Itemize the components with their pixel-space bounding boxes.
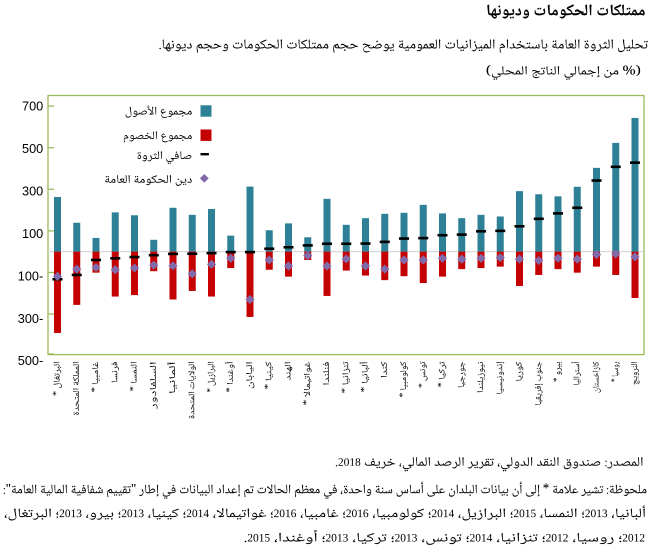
svg-text:100: 100 <box>22 227 43 241</box>
svg-text:500: 500 <box>22 142 43 156</box>
svg-text:100-: 100- <box>18 269 43 283</box>
svg-text:300-: 300- <box>18 312 43 326</box>
svg-text:700: 700 <box>22 99 43 113</box>
svg-text:300: 300 <box>22 184 43 198</box>
svg-text:500-: 500- <box>18 354 43 368</box>
